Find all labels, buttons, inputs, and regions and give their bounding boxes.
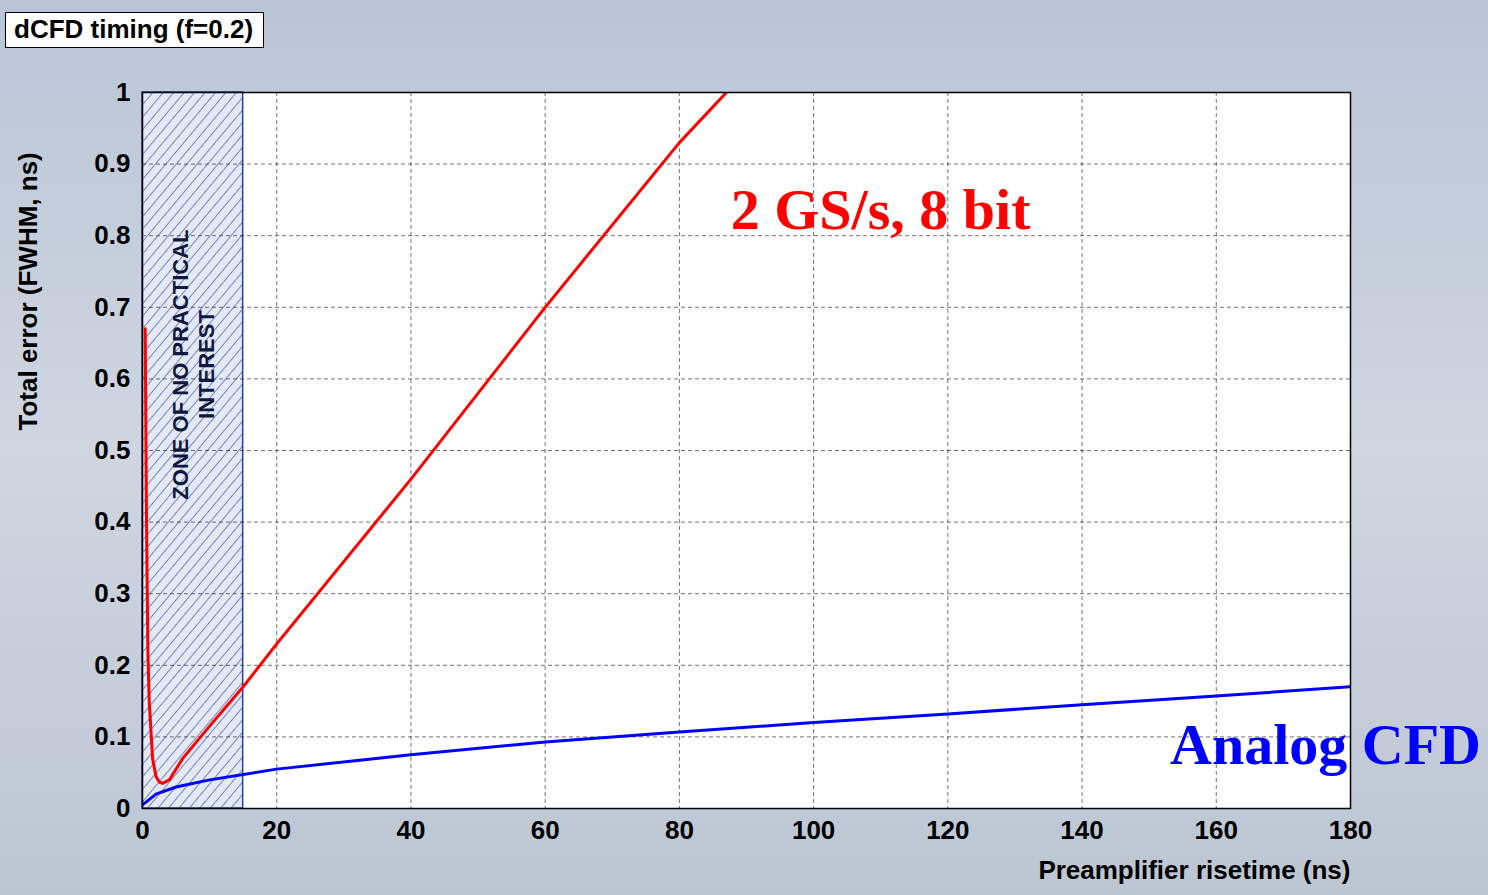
svg-text:100: 100 bbox=[792, 815, 835, 845]
svg-text:1: 1 bbox=[116, 77, 130, 107]
svg-text:120: 120 bbox=[926, 815, 969, 845]
svg-text:0: 0 bbox=[135, 815, 149, 845]
svg-text:80: 80 bbox=[665, 815, 694, 845]
svg-text:0.6: 0.6 bbox=[94, 363, 130, 393]
svg-text:Preamplifier risetime (ns): Preamplifier risetime (ns) bbox=[1038, 855, 1350, 885]
svg-text:0.3: 0.3 bbox=[94, 578, 130, 608]
svg-text:0.2: 0.2 bbox=[94, 650, 130, 680]
svg-text:20: 20 bbox=[262, 815, 291, 845]
svg-text:0.1: 0.1 bbox=[94, 721, 130, 751]
svg-text:0.5: 0.5 bbox=[94, 435, 130, 465]
svg-text:0.4: 0.4 bbox=[94, 506, 131, 536]
svg-text:160: 160 bbox=[1195, 815, 1238, 845]
svg-text:0: 0 bbox=[116, 793, 130, 823]
svg-text:140: 140 bbox=[1060, 815, 1103, 845]
svg-text:0.8: 0.8 bbox=[94, 220, 130, 250]
svg-text:2 GS/s, 8 bit: 2 GS/s, 8 bit bbox=[731, 177, 1031, 242]
svg-text:60: 60 bbox=[531, 815, 560, 845]
svg-text:0.9: 0.9 bbox=[94, 148, 130, 178]
svg-text:Total error (FWHM, ns): Total error (FWHM, ns) bbox=[13, 152, 43, 430]
svg-text:Analog CFD: Analog CFD bbox=[1170, 712, 1481, 777]
svg-text:40: 40 bbox=[396, 815, 425, 845]
svg-text:ZONE OF NO PRACTICALINTEREST: ZONE OF NO PRACTICALINTEREST bbox=[168, 230, 218, 500]
svg-text:0.7: 0.7 bbox=[94, 292, 130, 322]
svg-text:180: 180 bbox=[1329, 815, 1372, 845]
html-text:dCFD timing (f=0.2): dCFD timing (f=0.2) bbox=[14, 14, 254, 44]
